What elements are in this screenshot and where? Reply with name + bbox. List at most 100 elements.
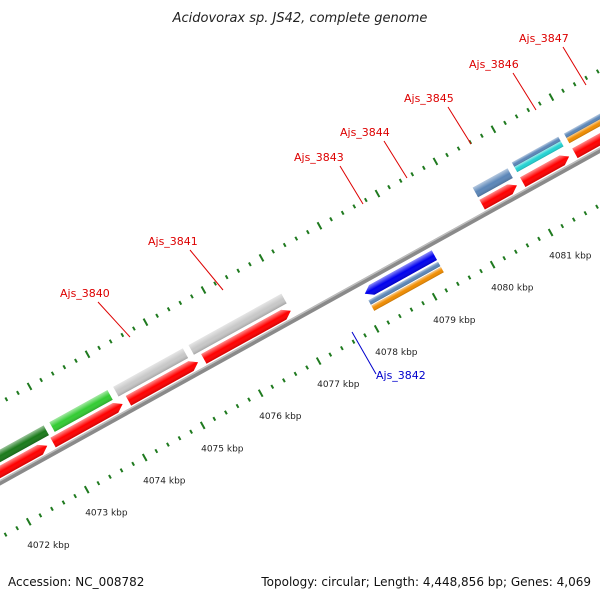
tick-mark xyxy=(166,307,171,312)
tick-mark xyxy=(258,253,265,262)
tick-mark xyxy=(25,517,32,526)
gene-bar-ajs-3842-steel xyxy=(368,261,441,305)
kbp-label: 4079 kbp xyxy=(433,316,476,326)
tick-mark xyxy=(583,210,588,216)
tick-mark xyxy=(293,371,298,377)
tick-mark xyxy=(571,217,576,222)
gene-bar-ajs-3840-shade xyxy=(113,348,189,397)
gene-leader-line xyxy=(351,331,377,375)
tick-mark xyxy=(166,442,170,447)
gene-label[interactable]: Ajs_3845 xyxy=(404,92,454,105)
tick-mark xyxy=(16,390,20,396)
tick-mark xyxy=(351,339,356,345)
tick-mark xyxy=(595,204,599,210)
tick-mark xyxy=(74,358,78,363)
gene-leader-line xyxy=(512,72,537,111)
gene-bar-ajs-3844 xyxy=(514,141,564,173)
cds-5-shade xyxy=(479,184,517,210)
tick-mark xyxy=(561,88,565,93)
gene-leader-line xyxy=(97,301,131,338)
tick-mark xyxy=(247,397,251,402)
tick-mark xyxy=(352,204,357,209)
tick-mark xyxy=(200,286,207,294)
tick-mark xyxy=(178,300,183,306)
tick-mark xyxy=(3,532,8,537)
gene-label[interactable]: Ajs_3847 xyxy=(519,32,569,45)
gene-bar-ajs-3845-top-shade xyxy=(564,88,600,138)
gene-bar-ajs-3843 xyxy=(472,168,513,198)
gene-bar-ajs-3842 xyxy=(371,267,444,311)
tick-mark xyxy=(83,485,90,494)
gene-label[interactable]: Ajs_3841 xyxy=(148,235,198,248)
gene-bar-ajs-3842-steel-shade xyxy=(368,261,441,305)
gene-label[interactable]: Ajs_3846 xyxy=(469,58,519,71)
gene-bar-ajs-3843-shade xyxy=(472,168,513,198)
cds-1-shade xyxy=(0,444,48,541)
tick-mark xyxy=(525,243,530,248)
tick-mark xyxy=(224,410,228,415)
gene-bar-ajs-3845 xyxy=(566,92,600,144)
tick-mark xyxy=(421,300,425,306)
genome-backbone xyxy=(0,47,600,537)
tick-mark xyxy=(432,157,439,166)
kbp-label: 4081 kbp xyxy=(549,252,592,262)
kbp-label: 4074 kbp xyxy=(143,477,186,487)
tick-mark xyxy=(271,249,275,254)
gene-label[interactable]: Ajs_3840 xyxy=(60,287,110,300)
tick-mark xyxy=(26,382,33,391)
cds-4-shade xyxy=(201,309,291,364)
tick-mark xyxy=(294,236,299,241)
gene-bar-ajs-3844-top xyxy=(511,136,561,167)
genome-backbone-highlight xyxy=(0,47,600,534)
gene-bar-ajs-3842-reverse xyxy=(364,250,438,295)
gene-bar-ajs-3842-reverse-shade xyxy=(364,250,438,295)
tick-mark xyxy=(61,500,66,505)
tick-mark xyxy=(340,210,345,216)
tick-mark xyxy=(177,435,182,441)
kbp-label: 4073 kbp xyxy=(85,509,128,519)
tick-mark xyxy=(282,242,287,248)
tick-mark xyxy=(547,228,554,237)
tick-mark xyxy=(62,364,67,370)
kbp-label: 4076 kbp xyxy=(259,412,302,422)
tick-mark xyxy=(224,274,229,280)
tick-mark xyxy=(409,307,414,312)
tick-mark xyxy=(108,339,113,344)
kbp-label: 4075 kbp xyxy=(201,444,244,454)
gene-bar-ajs-3839-shade xyxy=(49,390,113,432)
tick-mark xyxy=(373,324,380,333)
cds-1 xyxy=(0,444,48,541)
genome-summary: Topology: circular; Length: 4,448,856 bp… xyxy=(260,575,591,589)
tick-mark xyxy=(142,318,149,327)
tick-mark xyxy=(410,172,415,177)
tick-mark xyxy=(50,371,55,376)
tick-mark xyxy=(108,474,112,480)
gene-label[interactable]: Ajs_3844 xyxy=(340,126,390,139)
kbp-label: 4072 kbp xyxy=(27,541,70,551)
tick-mark xyxy=(479,133,484,138)
tick-mark xyxy=(73,493,77,499)
gene-bar-ajs-3845-shade xyxy=(566,92,600,144)
tick-mark xyxy=(445,152,449,158)
cds-2 xyxy=(50,403,123,448)
tick-mark xyxy=(236,268,241,273)
tick-mark xyxy=(467,275,472,280)
gene-label[interactable]: Ajs_3842 xyxy=(376,369,426,382)
tick-mark xyxy=(213,281,217,286)
tick-mark xyxy=(50,506,54,512)
tick-mark xyxy=(502,255,507,261)
tick-mark xyxy=(584,75,589,81)
tick-mark xyxy=(282,378,286,383)
tick-mark xyxy=(595,69,600,74)
tick-mark xyxy=(316,221,323,230)
gene-bar-ajs-3839 xyxy=(49,390,113,432)
tick-mark xyxy=(257,389,264,398)
tick-mark xyxy=(132,326,136,331)
tick-mark xyxy=(514,114,519,119)
tick-mark xyxy=(190,294,194,299)
tick-mark xyxy=(479,268,483,274)
cds-7 xyxy=(572,107,600,159)
gene-label[interactable]: Ajs_3843 xyxy=(294,151,344,164)
